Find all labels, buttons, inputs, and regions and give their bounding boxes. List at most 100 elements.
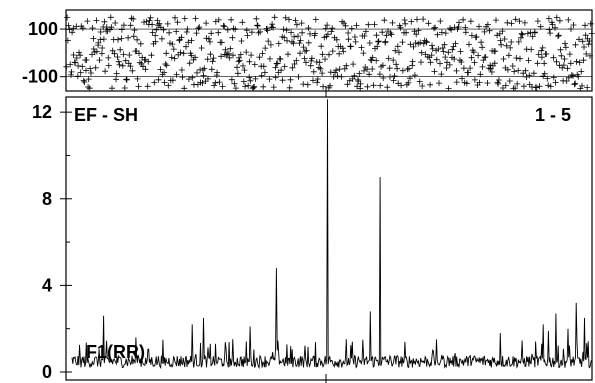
scatter-point [565, 74, 572, 81]
scatter-point [83, 67, 89, 74]
scatter-point [379, 62, 386, 69]
scatter-point [520, 83, 527, 90]
scatter-point [72, 59, 79, 66]
scatter-point [385, 55, 392, 62]
scatter-point [448, 26, 455, 33]
scatter-point [221, 23, 228, 30]
scatter-point [456, 19, 462, 26]
scatter-point [295, 33, 301, 40]
scatter-point [282, 14, 289, 21]
scatter-point [329, 48, 336, 55]
scatter-point [529, 33, 536, 40]
scatter-point [449, 46, 456, 53]
scatter-point [125, 60, 132, 67]
scatter-point [557, 46, 564, 53]
scatter-point [289, 38, 295, 45]
scatter-point [238, 38, 245, 44]
scatter-point [328, 28, 335, 35]
scatter-point [227, 45, 234, 52]
top-panel: 100 -100 [22, 9, 595, 97]
scatter-point [411, 72, 418, 79]
scatter-point [216, 79, 223, 86]
scatter-point [515, 38, 522, 45]
scatter-point [463, 80, 470, 87]
scatter-point [578, 68, 585, 75]
scatter-point [476, 79, 483, 86]
scatter-point [164, 20, 171, 27]
scatter-point [66, 26, 73, 33]
scatter-point [146, 17, 153, 24]
scatter-point [149, 21, 156, 28]
scatter-point [397, 24, 404, 31]
scatter-point [254, 22, 261, 29]
scatter-point [303, 47, 310, 54]
scatter-point [222, 46, 229, 53]
scatter-point [453, 67, 460, 74]
scatter-point [445, 49, 452, 56]
scatter-point [345, 36, 352, 43]
scatter-point [416, 78, 423, 85]
scatter-point [236, 54, 242, 61]
scatter-point [482, 54, 489, 60]
scatter-point [76, 49, 82, 56]
scatter-point [553, 14, 560, 21]
scatter-point [491, 60, 498, 67]
scatter-point [484, 21, 491, 28]
scatter-point [219, 83, 226, 90]
scatter-point [479, 44, 486, 51]
scatter-point [361, 33, 368, 39]
scatter-point [536, 83, 543, 90]
scatter-point [353, 22, 360, 29]
scatter-point [209, 58, 216, 65]
scatter-point [162, 61, 169, 67]
scatter-point [407, 75, 413, 82]
panel-title-left: EF - SH [74, 105, 138, 125]
scatter-point [310, 68, 317, 75]
scatter-point [220, 22, 227, 29]
scatter-point [171, 55, 178, 62]
scatter-point [390, 57, 397, 64]
scatter-point [358, 44, 365, 51]
scatter-point [570, 22, 577, 28]
scatter-point [468, 54, 475, 61]
scatter-point [396, 49, 402, 56]
scatter-point [214, 69, 221, 76]
scatter-point [168, 54, 175, 61]
scatter-point [234, 64, 240, 71]
scatter-point [465, 69, 472, 76]
scatter-point [376, 71, 383, 78]
scatter-point [251, 83, 258, 90]
scatter-point [291, 61, 298, 67]
scatter-point [336, 50, 343, 57]
scatter-point [298, 20, 305, 27]
scatter-point [281, 63, 288, 70]
scatter-point [137, 40, 144, 47]
scatter-point [153, 26, 160, 33]
scatter-point [120, 22, 127, 29]
scatter-point [444, 59, 450, 66]
scatter-point [123, 76, 130, 83]
scatter-point [419, 83, 426, 89]
scatter-point [398, 82, 405, 89]
scatter-point [504, 66, 511, 73]
scatter-point [101, 18, 108, 25]
scatter-point [476, 23, 482, 30]
scatter-point [272, 74, 279, 81]
scatter-point [583, 51, 590, 57]
scatter-point [123, 76, 130, 83]
scatter-point [77, 69, 84, 76]
scatter-point [92, 64, 99, 71]
scatter-point [553, 58, 560, 65]
scatter-point [198, 45, 205, 51]
scatter-point [503, 42, 510, 49]
scatter-point [148, 52, 155, 59]
scatter-point [576, 36, 582, 43]
scatter-point [345, 30, 352, 36]
scatter-point [113, 70, 120, 77]
scatter-point [246, 58, 253, 65]
scatter-point [74, 73, 81, 80]
scatter-point [409, 62, 416, 69]
scatter-point [388, 31, 395, 38]
scatter-point [468, 32, 475, 39]
scatter-point [300, 44, 307, 51]
